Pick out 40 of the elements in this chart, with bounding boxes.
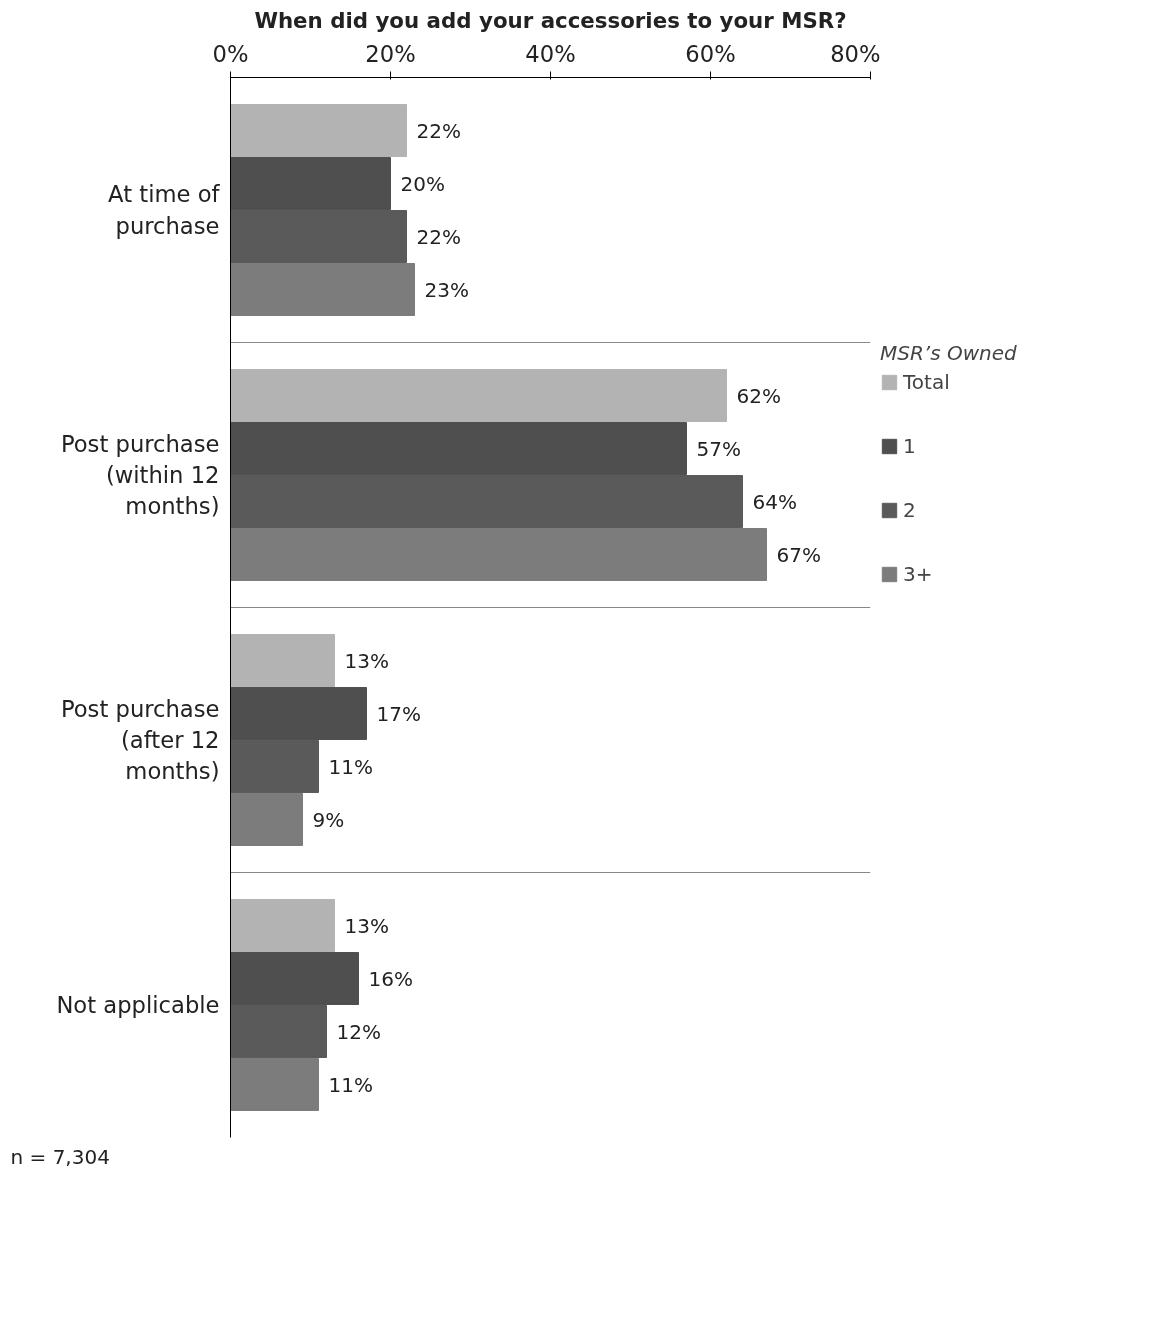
data-label: 57%	[696, 436, 741, 461]
legend-label: Total	[903, 370, 950, 395]
legend-label: 2	[903, 498, 917, 523]
data-label: 23%	[424, 277, 469, 302]
legend-title: MSR’s Owned	[880, 341, 1017, 366]
data-label: 13%	[344, 913, 389, 938]
x-tick-label: 20%	[365, 40, 416, 67]
data-label: 17%	[376, 701, 421, 726]
chart-title: When did you add your accessories to your MSR?	[254, 7, 847, 33]
y-tick-label: Post purchase (after 12 months)	[60, 695, 220, 785]
data-label: 9%	[312, 807, 345, 832]
data-label: 11%	[328, 1072, 373, 1097]
x-tick-label: 60%	[685, 40, 736, 67]
data-label: 64%	[752, 489, 797, 514]
x-tick-label: 0%	[212, 40, 249, 67]
legend-label: 1	[903, 434, 917, 459]
text: n = 7,304	[10, 1144, 110, 1169]
x-tick-label: 80%	[830, 40, 881, 67]
data-label: 11%	[328, 754, 373, 779]
legend-label: 3+	[903, 562, 933, 587]
bar	[230, 369, 727, 422]
y-tick-label: Not applicable	[56, 992, 220, 1018]
data-label: 12%	[336, 1019, 381, 1044]
bar	[230, 263, 415, 316]
data-label: 62%	[736, 383, 781, 408]
data-label: 13%	[344, 648, 389, 673]
data-label: 22%	[416, 118, 461, 143]
x-tick-label: 40%	[525, 40, 576, 67]
bar	[230, 793, 303, 846]
data-label: 67%	[776, 542, 821, 567]
y-tick-label: At time of purchase	[108, 181, 221, 239]
bar	[230, 634, 335, 687]
bar	[230, 1058, 319, 1111]
data-label: 16%	[368, 966, 413, 991]
bar	[230, 104, 407, 157]
data-label: 22%	[416, 224, 461, 249]
bar	[230, 899, 335, 952]
bar	[230, 528, 767, 581]
data-label: 20%	[400, 171, 445, 196]
y-tick-label: Post purchase (within 12 months)	[60, 430, 220, 520]
